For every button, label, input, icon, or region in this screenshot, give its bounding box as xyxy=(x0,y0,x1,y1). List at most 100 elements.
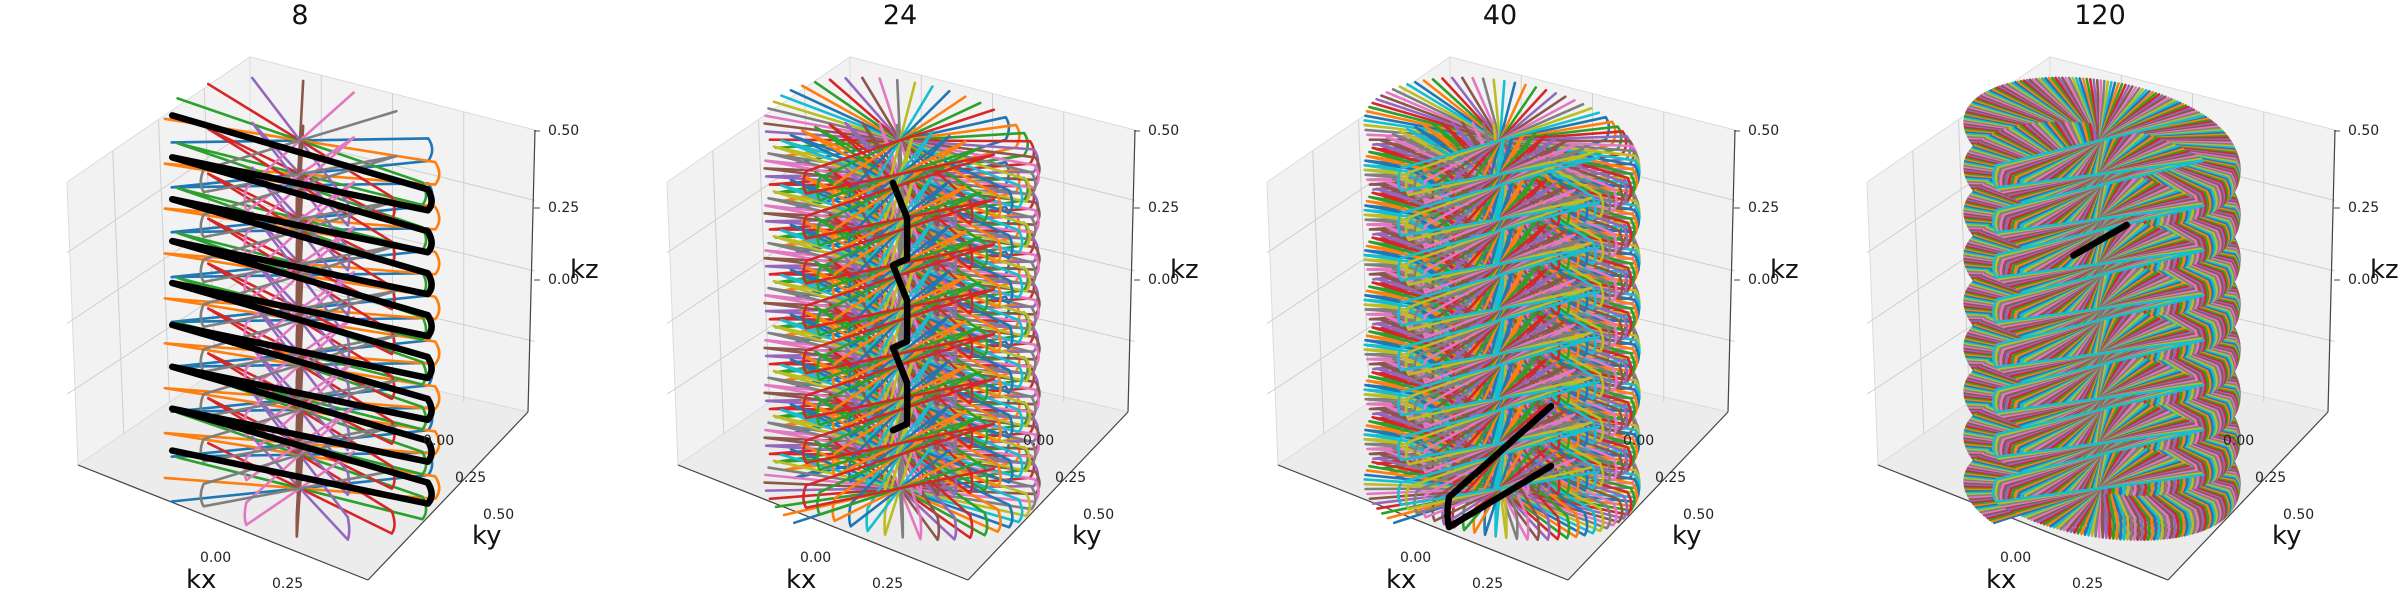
kx-axis-label: kx xyxy=(1386,565,1416,595)
trajectory-7 xyxy=(767,107,1037,511)
trajectory-35 xyxy=(1431,95,1567,523)
subplot-title: 40 xyxy=(1483,0,1517,31)
subplot-title: 120 xyxy=(2074,0,2126,31)
kx-axis-line xyxy=(77,464,369,581)
kx-tick-label: 0.25 xyxy=(272,576,303,592)
kz-axis-line xyxy=(2327,129,2336,413)
kz-tick-label: 0.50 xyxy=(1748,123,1779,139)
kz-tick-label: 0.25 xyxy=(548,200,579,216)
trajectory-4 xyxy=(764,130,1040,492)
trajectory-14 xyxy=(1375,97,1629,520)
trajectory-6 xyxy=(243,91,355,527)
trajectory-12 xyxy=(1368,105,1636,512)
kz-tick-label: 0.25 xyxy=(1148,200,1179,216)
trajectory-46 xyxy=(1981,93,2222,525)
grid-line xyxy=(112,150,125,434)
highlighted-trajectory xyxy=(2070,221,2130,259)
trajectory-9 xyxy=(780,94,1024,524)
trajectory-45 xyxy=(1980,94,2224,524)
ky-axis-label: ky xyxy=(1072,521,1102,551)
trajectory-47 xyxy=(1983,92,2220,526)
kz-tick-label: 0.50 xyxy=(1148,123,1179,139)
trajectories xyxy=(1363,76,1641,542)
trajectory-50 xyxy=(1989,88,2214,529)
kz-axis-line xyxy=(527,129,536,413)
ky-axis-label: ky xyxy=(472,521,502,551)
trajectory-48 xyxy=(1985,91,2218,527)
kz-axis-line xyxy=(1127,129,1136,413)
trajectory-10 xyxy=(789,88,1014,529)
kz-tick-label: 0.50 xyxy=(548,123,579,139)
kz-axis-line xyxy=(1727,129,1736,413)
ky-tick-label: 0.50 xyxy=(483,507,514,523)
ky-tick-label: 0.25 xyxy=(1655,470,1686,486)
kx-axis-line xyxy=(677,464,969,581)
trajectory-18 xyxy=(883,81,917,536)
ky-tick-label: 0.00 xyxy=(2223,433,2254,449)
kx-axis-line xyxy=(1877,464,2169,581)
ky-tick-label: 0.50 xyxy=(1683,507,1714,523)
ky-tick-label: 0.00 xyxy=(1023,433,1054,449)
ky-axis-label: ky xyxy=(2272,521,2302,551)
trajectory-23 xyxy=(802,108,996,510)
kz-tick-label: 0.00 xyxy=(548,272,579,288)
kx-tick-label: 0.00 xyxy=(800,550,831,566)
highlighted-trajectory xyxy=(168,112,435,507)
trajectory-8 xyxy=(772,100,1032,518)
trajectory-6 xyxy=(764,114,1040,504)
trajectory-13 xyxy=(1371,101,1633,516)
kz-axis-label: kz xyxy=(2370,255,2399,285)
kz-tick-label: 0.25 xyxy=(1748,200,1779,216)
subplot-1: 0.50 0.25 0.00 0.50 0.25 0.00 0.00 0.25 kx ky kz 24 xyxy=(666,0,1199,595)
kx-axis-label: kx xyxy=(1986,565,2016,595)
kx-tick-label: 0.25 xyxy=(872,576,903,592)
kx-axis-label: kx xyxy=(186,565,216,595)
subplot-title: 8 xyxy=(291,0,308,31)
ky-tick-label: 0.25 xyxy=(1055,470,1086,486)
trajectory-16 xyxy=(1385,91,1618,527)
trajectory-118 xyxy=(1994,112,2203,505)
kx-tick-label: 0.25 xyxy=(2072,576,2103,592)
kz-tick-label: 0.00 xyxy=(1748,272,1779,288)
kz-axis-label: kz xyxy=(1770,255,1799,285)
ky-axis-line xyxy=(967,411,1129,581)
ky-tick-label: 0.00 xyxy=(423,433,454,449)
trajectory-49 xyxy=(1987,89,2216,528)
kx-tick-label: 0.25 xyxy=(1472,576,1503,592)
highlighted-trajectory xyxy=(889,179,911,434)
subplot-3: 0.50 0.25 0.00 0.50 0.25 0.00 0.00 0.25 kx ky kz 12… xyxy=(1866,0,2399,595)
trajectory-1 xyxy=(163,117,441,501)
grid-line xyxy=(158,119,170,403)
trajectories xyxy=(763,76,1041,542)
grid-line xyxy=(1912,150,1925,434)
trajectories xyxy=(1963,76,2241,542)
grid-line xyxy=(712,150,725,434)
trajectory-119 xyxy=(1992,114,2205,504)
trajectory-3 xyxy=(206,82,396,535)
kz-axis-label: kz xyxy=(1170,255,1199,285)
trajectory-2 xyxy=(176,97,428,521)
kx-tick-label: 0.00 xyxy=(2000,550,2031,566)
kx-tick-label: 0.00 xyxy=(1400,550,1431,566)
subplot-2: 0.50 0.25 0.00 0.50 0.25 0.00 0.00 0.25 kx ky kz 40 xyxy=(1266,0,1799,595)
subplot-0: 0.50 0.25 0.00 0.50 0.25 0.00 0.00 0.25 kx ky kz 8 xyxy=(66,0,599,595)
kx-tick-label: 0.00 xyxy=(200,550,231,566)
ky-axis-line xyxy=(367,411,529,581)
ky-tick-label: 0.00 xyxy=(1623,433,1654,449)
trajectory-12 xyxy=(814,80,989,537)
trajectory-14 xyxy=(844,76,958,541)
kx-axis-label: kx xyxy=(786,565,816,595)
ky-tick-label: 0.50 xyxy=(2283,507,2314,523)
trajectory-15 xyxy=(1380,94,1624,524)
kz-tick-label: 0.00 xyxy=(2348,272,2379,288)
ky-tick-label: 0.25 xyxy=(455,470,486,486)
grid-line xyxy=(66,129,251,254)
grid-line xyxy=(66,201,251,324)
trajectory-11 xyxy=(1365,110,1639,508)
ky-axis-label: ky xyxy=(1672,521,1702,551)
trajectory-17 xyxy=(1391,88,1612,530)
kz-tick-label: 0.25 xyxy=(2348,200,2379,216)
trajectory-22 xyxy=(816,101,982,516)
kz-tick-label: 0.50 xyxy=(2348,123,2379,139)
trajectory-11 xyxy=(801,84,1002,534)
